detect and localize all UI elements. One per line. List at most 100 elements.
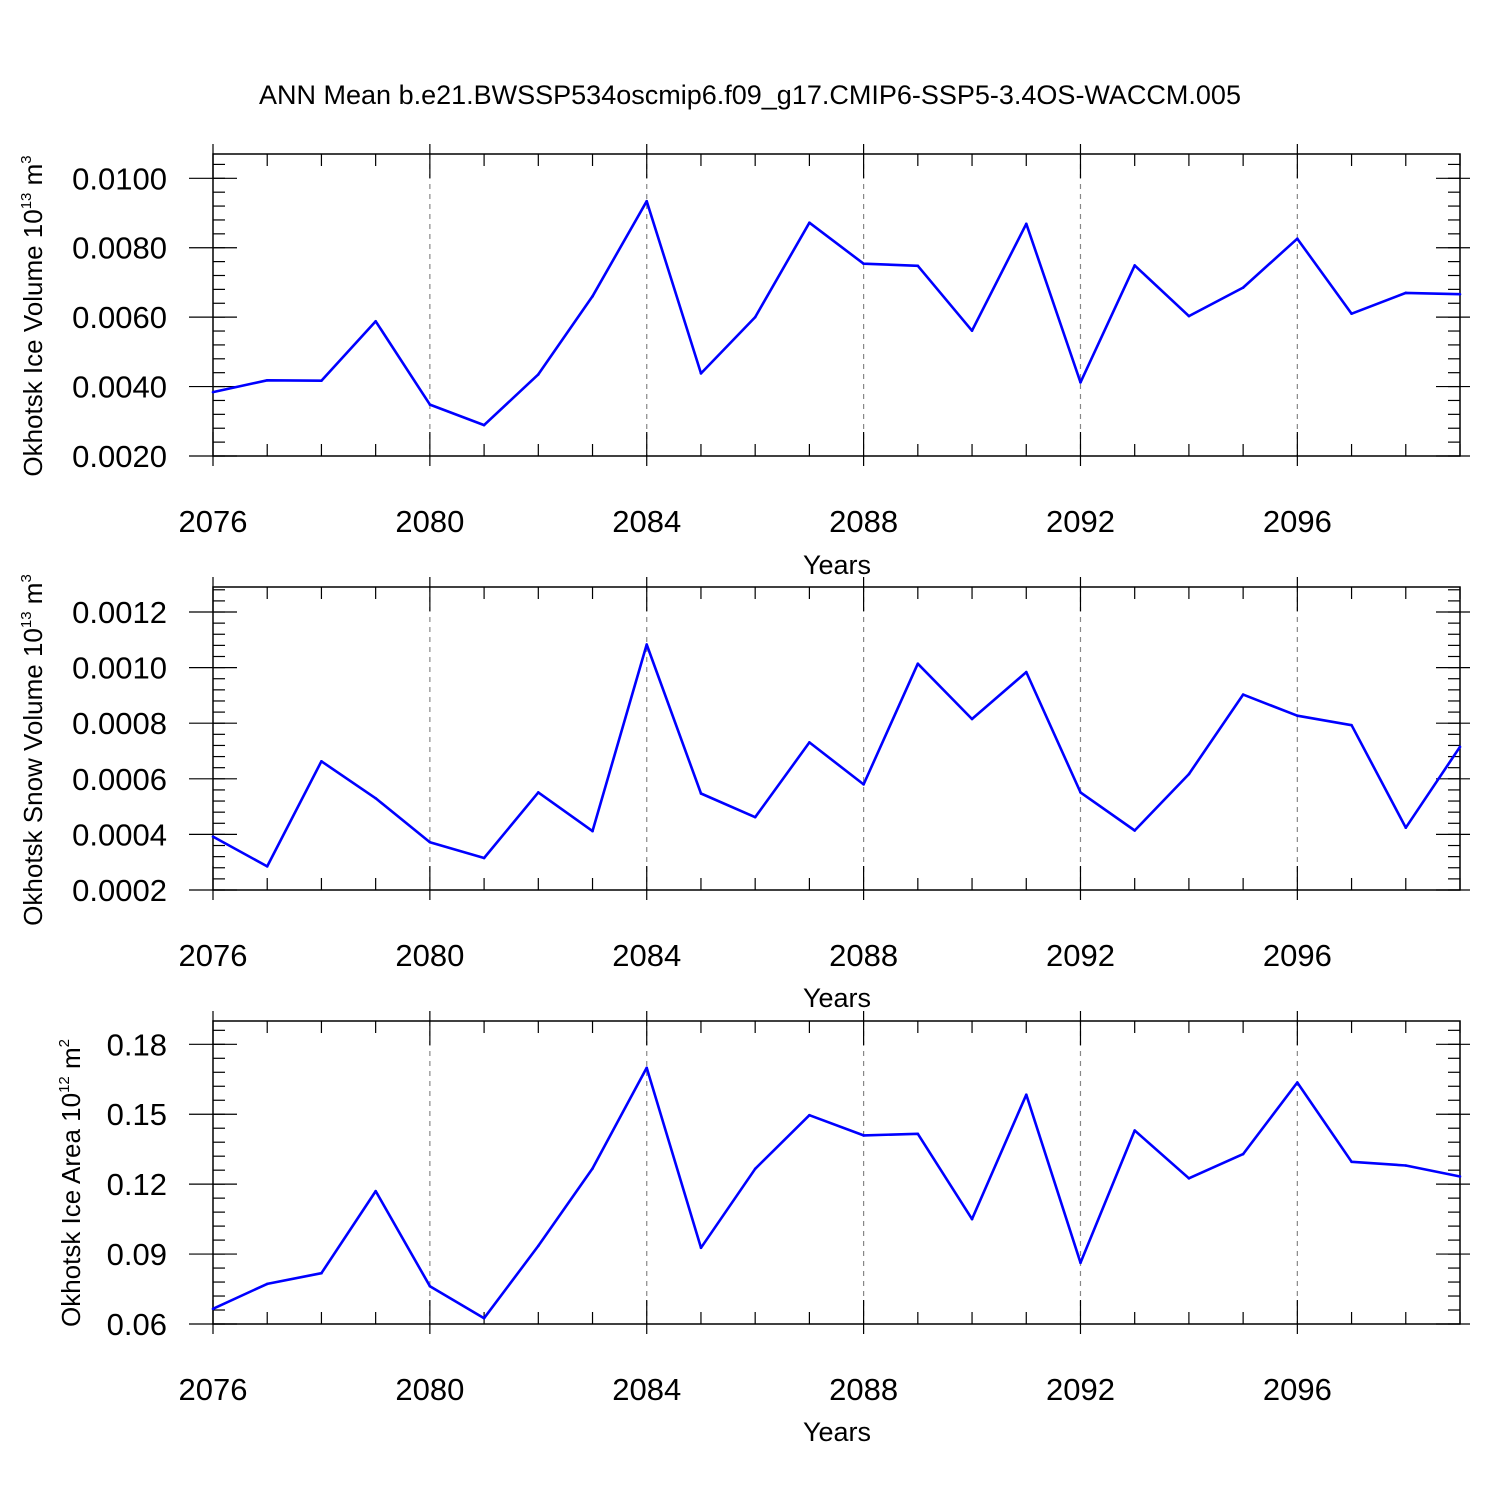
y-axis-label: Okhotsk Ice Area 1012 m2 (56, 1039, 86, 1327)
y-tick-label: 0.18 (107, 1027, 167, 1062)
y-tick-label: 0.0020 (72, 439, 167, 474)
x-tick-label: 2092 (1046, 1372, 1115, 1407)
data-point (645, 643, 649, 646)
y-tick-label: 0.0040 (72, 370, 167, 405)
data-point (1079, 1261, 1082, 1265)
data-point (265, 379, 269, 382)
x-tick-label: 2096 (1263, 938, 1332, 973)
x-tick-label: 2076 (179, 1372, 248, 1407)
data-point (320, 1271, 323, 1275)
data-point (1187, 314, 1191, 318)
y-axis-label: Okhotsk Snow Volume 1013 m3 (18, 574, 48, 926)
plot-frame (212, 586, 1461, 891)
data-point (1133, 1129, 1136, 1132)
data-point (1079, 791, 1082, 794)
data-point (1079, 381, 1082, 384)
data-point (862, 783, 865, 786)
data-point (1458, 745, 1462, 749)
x-tick-label: 2080 (395, 938, 464, 973)
data-point (970, 717, 974, 721)
data-point (482, 423, 486, 427)
data-point (1241, 286, 1245, 289)
x-tick-label: 2084 (612, 938, 681, 973)
data-point (916, 264, 920, 268)
data-point (970, 329, 974, 332)
data-point (970, 1217, 974, 1221)
data-point (537, 1244, 540, 1248)
x-tick-label: 2092 (1046, 504, 1115, 539)
data-point (699, 792, 703, 795)
data-point (1187, 1177, 1191, 1180)
data-point (211, 390, 215, 394)
data-point (374, 320, 377, 323)
x-axis-label: Years (803, 1417, 871, 1447)
data-point (1296, 714, 1299, 718)
data-point (753, 1167, 757, 1171)
data-point (699, 1246, 703, 1250)
x-tick-label: 2076 (179, 938, 248, 973)
x-tick-label: 2084 (612, 1372, 681, 1407)
data-point (1241, 1152, 1245, 1156)
data-point (1404, 291, 1408, 295)
panel-snow-volume: Okhotsk Snow Volume 1013 m3 Years 2076 20… (18, 574, 1470, 1013)
x-tick-label: 2080 (395, 1372, 464, 1407)
data-point (1296, 1081, 1299, 1084)
data-point (265, 865, 269, 868)
x-tick-label: 2096 (1263, 1372, 1332, 1407)
data-point (645, 1066, 649, 1070)
data-point (1187, 772, 1191, 776)
data-point (753, 315, 757, 319)
data-point (1404, 1164, 1408, 1167)
x-axis-label: Years (803, 983, 871, 1013)
data-point (808, 741, 811, 744)
panel-ice-volume: Okhotsk Ice Volume 1013 m3 Years 2076 208… (18, 144, 1470, 580)
x-tick-label: 2092 (1046, 938, 1115, 973)
y-tick-label: 0.15 (107, 1097, 167, 1132)
data-point (482, 1316, 486, 1320)
data-point (428, 1284, 432, 1288)
y-tick-label: 0.0006 (72, 762, 167, 797)
y-axis-label: Okhotsk Ice Volume 1013 m3 (18, 155, 48, 476)
data-point (482, 856, 486, 860)
x-tick-label: 2096 (1263, 504, 1332, 539)
y-tick-label: 0.0060 (72, 300, 167, 335)
y-tick-label: 0.0010 (72, 651, 167, 686)
data-point (320, 759, 323, 763)
data-point (591, 295, 594, 298)
data-point (1350, 312, 1353, 315)
data-point (1133, 264, 1136, 267)
data-point (1296, 237, 1299, 240)
data-point (591, 829, 594, 833)
data-point (753, 815, 757, 819)
y-tick-label: 0.0012 (72, 595, 167, 630)
panel-ice-area: Okhotsk Ice Area 1012 m2 Years 2076 2080 2… (56, 1011, 1470, 1447)
x-tick-label: 2076 (179, 504, 248, 539)
data-point (1133, 829, 1136, 832)
data-point (1350, 723, 1353, 727)
data-point (1024, 222, 1028, 226)
data-point (862, 1134, 865, 1137)
x-tick-label: 2088 (829, 938, 898, 973)
x-tick-label: 2084 (612, 504, 681, 539)
data-point (1241, 693, 1245, 696)
y-tick-label: 0.12 (107, 1167, 167, 1202)
y-tick-label: 0.0080 (72, 231, 167, 266)
data-point (320, 379, 323, 382)
data-point (808, 1113, 811, 1117)
data-point (1458, 292, 1462, 296)
data-point (645, 199, 649, 203)
data-point (428, 840, 432, 844)
y-tick-label: 0.0004 (72, 817, 167, 852)
data-point (428, 403, 432, 406)
data-point (699, 372, 703, 375)
data-point (591, 1167, 594, 1170)
figure-title: ANN Mean b.e21.BWSSP534oscmip6.f09_g17.C… (259, 80, 1241, 110)
x-tick-label: 2080 (395, 504, 464, 539)
data-point (265, 1282, 269, 1286)
series-line (212, 1066, 1461, 1320)
series-line (212, 199, 1461, 427)
y-tick-label: 0.0100 (72, 161, 167, 196)
data-point (862, 262, 865, 265)
data-point (1350, 1160, 1353, 1164)
